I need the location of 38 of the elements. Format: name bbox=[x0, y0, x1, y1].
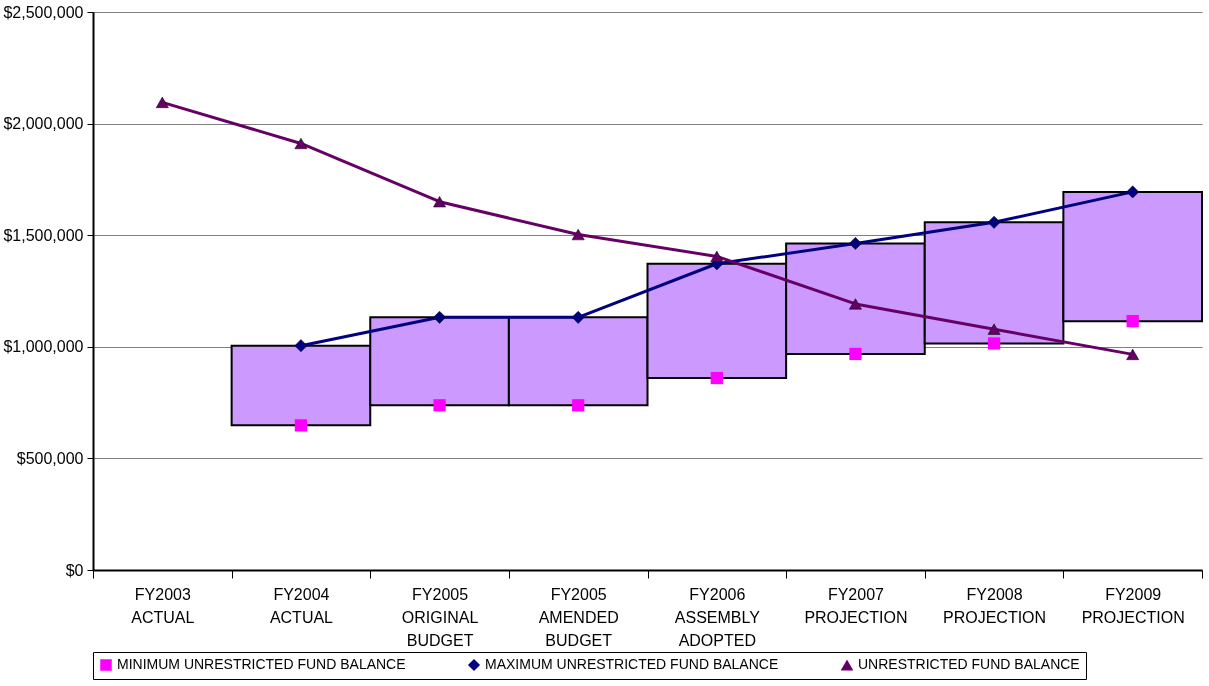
point bbox=[294, 137, 308, 150]
point bbox=[849, 237, 862, 250]
point bbox=[433, 310, 446, 324]
y-tick-label: $0 bbox=[65, 561, 84, 579]
point bbox=[849, 298, 862, 310]
x-tick-label: FY2005 AMENDED BUDGET bbox=[538, 585, 619, 649]
x-tick-label: FY2003 ACTUAL bbox=[131, 585, 195, 626]
y-tick-label: $2,500,000 bbox=[3, 3, 84, 21]
point bbox=[433, 399, 446, 412]
point bbox=[433, 196, 446, 208]
y-tick-label: $1,500,000 bbox=[3, 226, 84, 244]
x-tick-label: FY2005 ORIGINAL BUDGET bbox=[401, 585, 479, 649]
point bbox=[710, 250, 724, 262]
y-tick-label: $2,000,000 bbox=[3, 115, 84, 133]
point bbox=[1126, 185, 1140, 199]
point bbox=[987, 323, 1001, 335]
point bbox=[987, 337, 1001, 350]
point bbox=[710, 371, 723, 385]
point bbox=[155, 96, 169, 108]
point bbox=[294, 419, 308, 432]
point bbox=[572, 399, 585, 412]
point bbox=[1126, 315, 1139, 328]
point bbox=[571, 228, 585, 241]
point bbox=[849, 347, 862, 361]
point bbox=[294, 339, 308, 353]
x-tick-label: FY2009 PROJECTION bbox=[1081, 585, 1185, 626]
legend-label: MAXIMUM UNRESTRICTED FUND BALANCE bbox=[485, 656, 779, 672]
legend-label: UNRESTRICTED FUND BALANCE bbox=[858, 656, 1080, 673]
legend-label: MINIMUM UNRESTRICTED FUND BALANCE bbox=[117, 656, 406, 672]
x-tick-label: FY2006 ASSEMBLY ADOPTED bbox=[674, 585, 761, 649]
y-tick-label: $500,000 bbox=[16, 449, 84, 467]
x-tick-label: FY2004 ACTUAL bbox=[269, 585, 334, 626]
x-tick-label: FY2008 PROJECTION bbox=[943, 585, 1047, 626]
x-tick-label: FY2007 PROJECTION bbox=[804, 585, 908, 626]
point bbox=[987, 215, 1001, 229]
point bbox=[1126, 348, 1140, 360]
point bbox=[571, 310, 585, 324]
y-tick-label: $1,000,000 bbox=[3, 338, 84, 356]
